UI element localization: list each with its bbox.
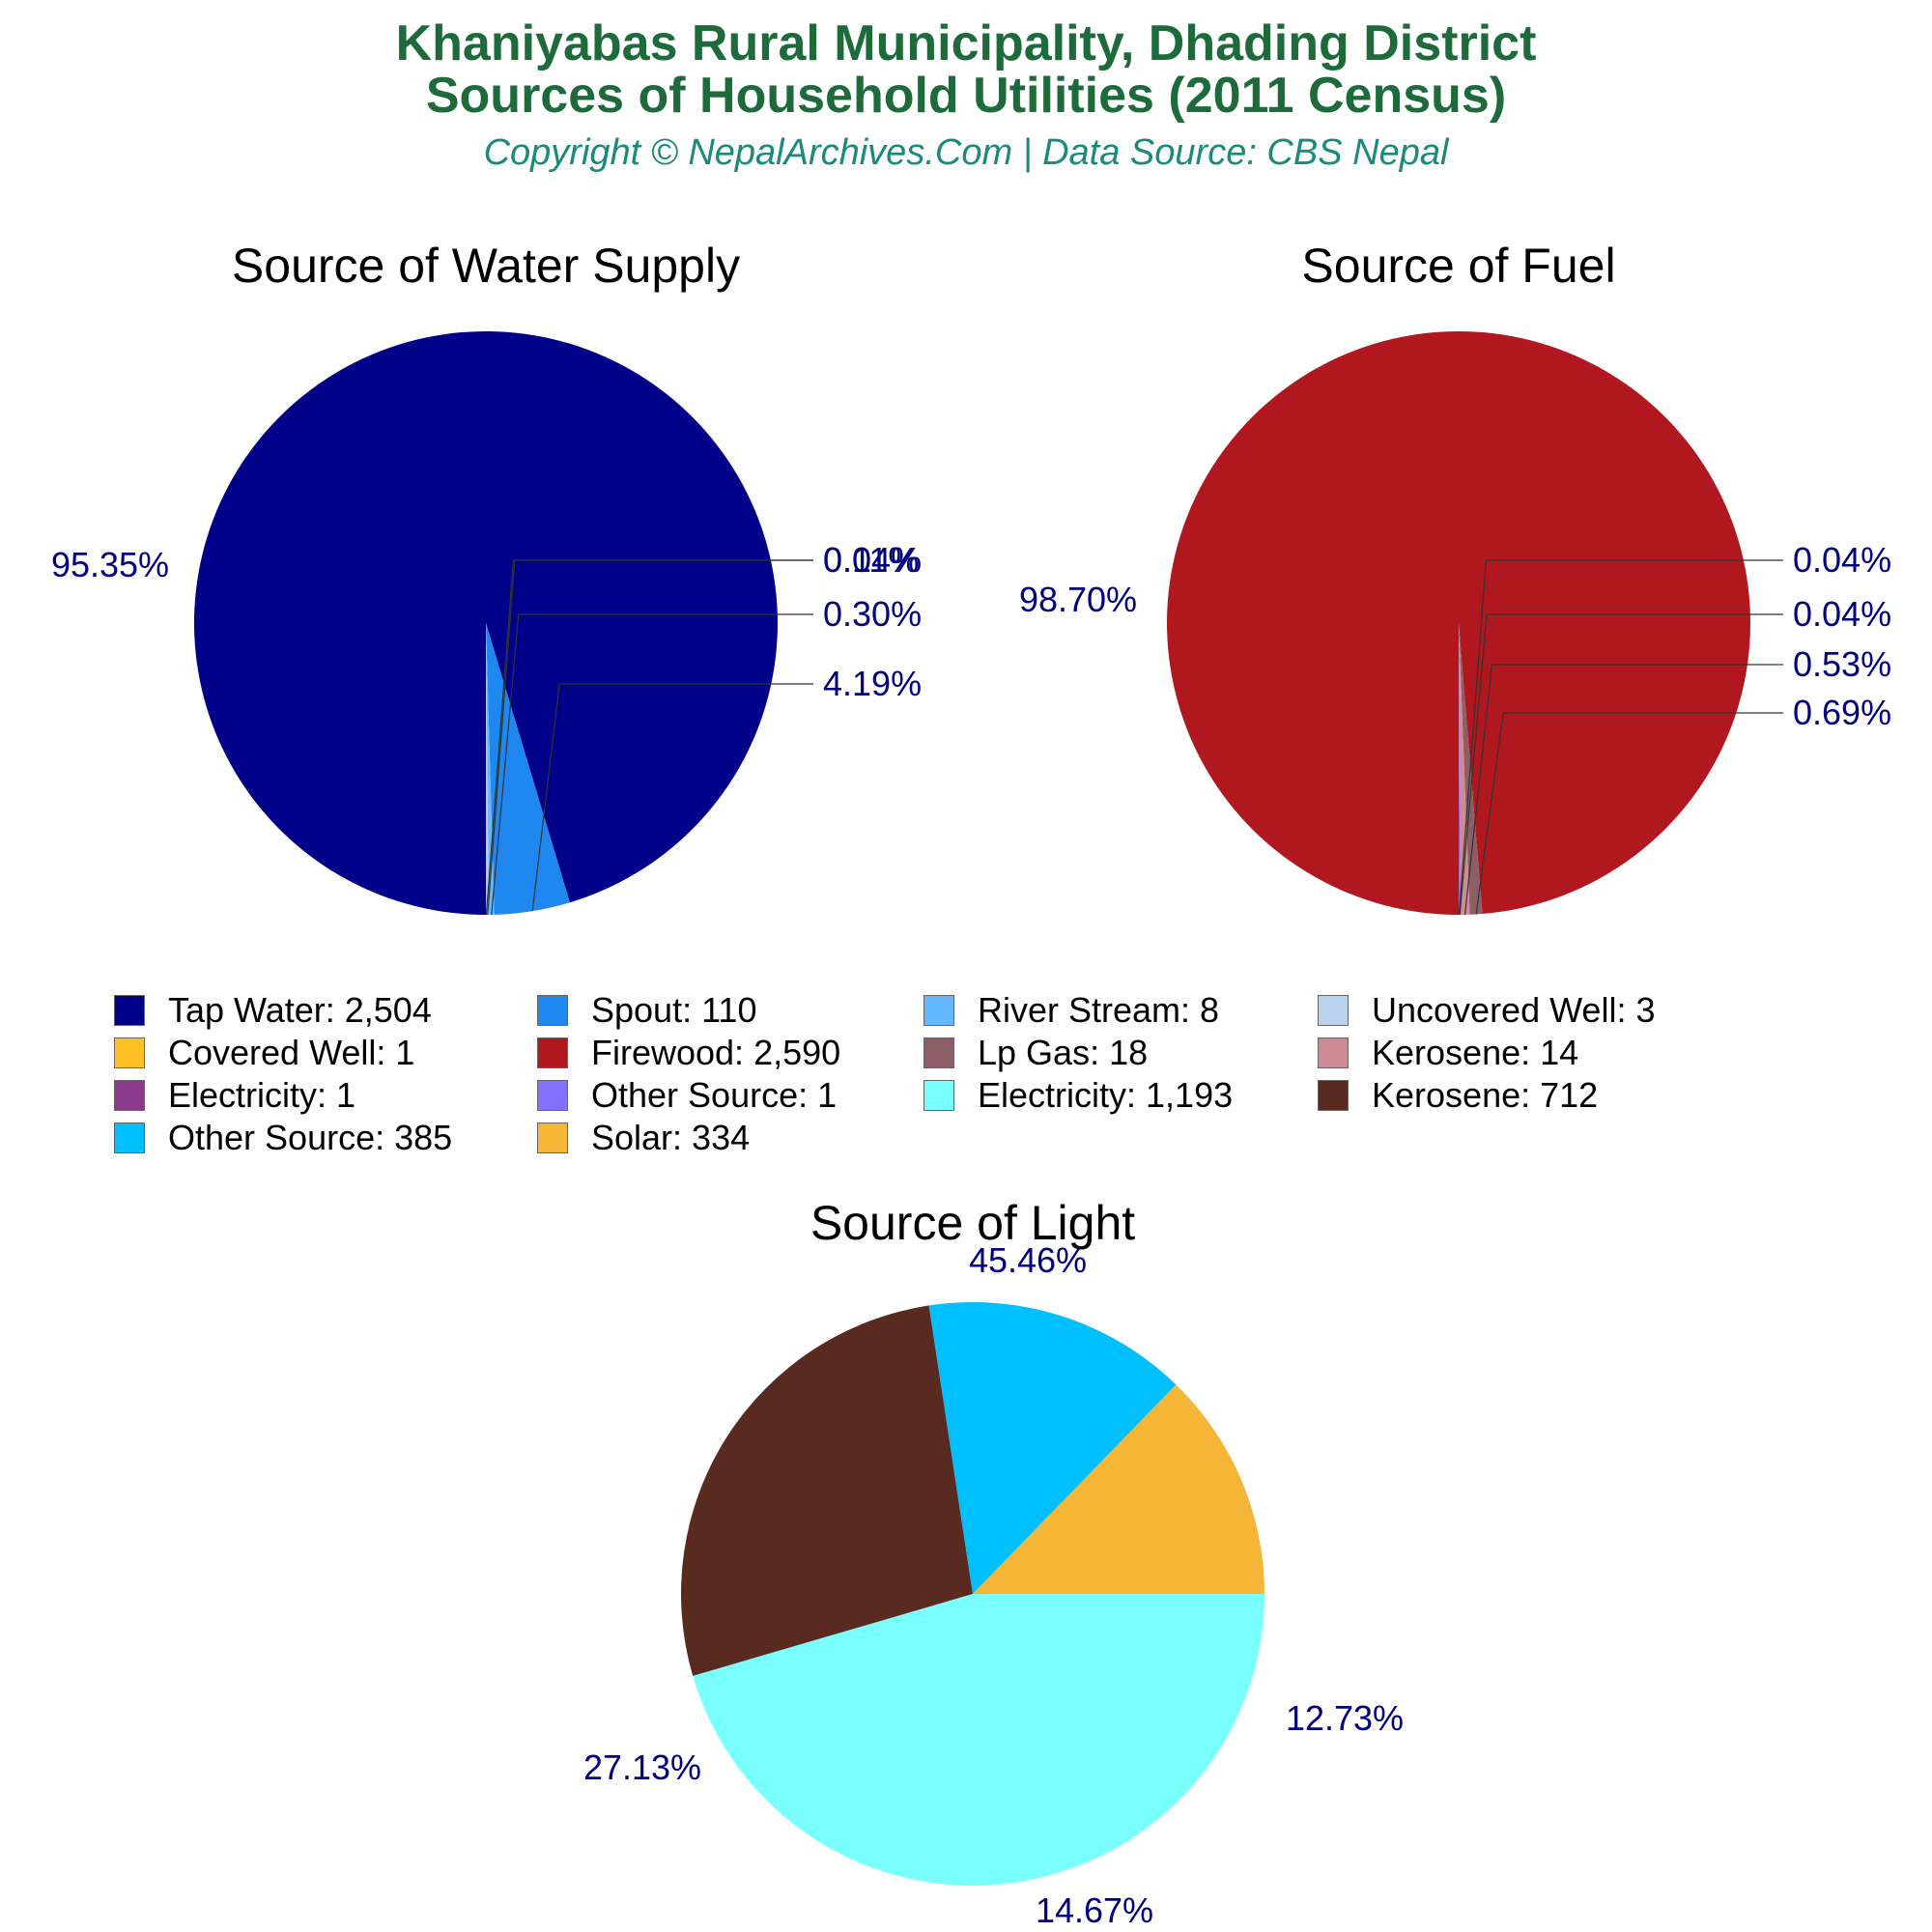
legend-swatch [923, 995, 954, 1026]
leader-line [1459, 613, 1783, 916]
data-label: 45.46% [969, 1240, 1087, 1280]
header: Khaniyabas Rural Municipality, Dhading D… [0, 0, 1932, 176]
data-label: 0.53% [1793, 644, 1891, 684]
data-label: 95.35% [51, 545, 169, 584]
legend-swatch [537, 995, 568, 1026]
pie-slice [928, 1301, 1177, 1594]
legend-swatch [114, 1037, 145, 1068]
legend-label: Solar: 334 [591, 1118, 751, 1157]
pie-slice [486, 623, 570, 915]
chart-title: Source of Light [810, 1196, 1135, 1250]
leader-line [1475, 712, 1783, 915]
pie-slice [486, 623, 489, 915]
legend-label: Lp Gas: 18 [978, 1033, 1149, 1072]
legend-item: Electricity: 1 [114, 1074, 355, 1117]
leader-line [1463, 664, 1783, 915]
leader-line [1458, 559, 1783, 916]
legend-swatch [923, 1080, 954, 1111]
legend-label: Other Source: 385 [168, 1118, 453, 1157]
legend-swatch [1318, 995, 1349, 1026]
data-label: 27.13% [583, 1747, 701, 1787]
pie-slice [486, 623, 487, 916]
legend-item: River Stream: 8 [923, 989, 1219, 1032]
legend-swatch [537, 1037, 568, 1068]
legend-swatch [537, 1080, 568, 1111]
legend-label: Spout: 110 [591, 990, 757, 1030]
main-title-line1: Khaniyabas Rural Municipality, Dhading D… [395, 15, 1537, 71]
legend-label: Firewood: 2,590 [591, 1033, 841, 1072]
legend-label: River Stream: 8 [978, 990, 1220, 1030]
legend-swatch [114, 1122, 145, 1153]
legend-label: Kerosene: 14 [1372, 1033, 1579, 1072]
legend-label: Electricity: 1,193 [978, 1075, 1234, 1115]
data-label: 12.73% [1286, 1698, 1404, 1738]
pie-chart-1: Source of Water Supply 95.35% 4.19% 0.30% 0.… [51, 239, 922, 916]
legend-item: Firewood: 2,590 [537, 1032, 840, 1074]
legend-item: Kerosene: 712 [1318, 1074, 1598, 1117]
chart-title: Source of Water Supply [232, 239, 740, 293]
legend-item: Lp Gas: 18 [923, 1032, 1148, 1074]
legend-item: Tap Water: 2,504 [114, 989, 432, 1032]
legend-swatch [114, 995, 145, 1026]
pie-slice [681, 1305, 973, 1676]
legend-swatch [1318, 1080, 1349, 1111]
legend-swatch [923, 1037, 954, 1068]
data-label: 14.67% [1036, 1890, 1153, 1930]
leader-line [531, 683, 813, 912]
data-label: 98.70% [1019, 580, 1137, 619]
pie-slice [193, 330, 778, 915]
legend-swatch [1318, 1037, 1349, 1068]
copyright-text: Copyright © NepalArchives.Com | Data Sou… [483, 132, 1449, 173]
data-label: 0.04% [823, 540, 922, 580]
legend-swatch [114, 1080, 145, 1111]
legend-swatch [537, 1122, 568, 1153]
legend-label: Kerosene: 712 [1372, 1075, 1599, 1115]
data-label: 0.04% [1793, 540, 1891, 580]
legend-item: Covered Well: 1 [114, 1032, 414, 1074]
legend-item: Other Source: 1 [537, 1074, 837, 1117]
pie-slice [973, 1384, 1264, 1594]
legend-label: Uncovered Well: 3 [1372, 990, 1656, 1030]
legend-item: Uncovered Well: 3 [1318, 989, 1655, 1032]
chart-title: Source of Fuel [1301, 239, 1615, 293]
legend-item: Electricity: 1,193 [923, 1074, 1233, 1117]
leader-line [485, 559, 813, 916]
legend-label: Other Source: 1 [591, 1075, 838, 1115]
legend-item: Solar: 334 [537, 1117, 750, 1159]
data-label: 4.19% [823, 664, 922, 703]
main-title-line2: Sources of Household Utilities (2011 Cen… [425, 68, 1507, 124]
pie-chart-2: Source of Fuel 98.70% 0.69% 0.53% 0.04% 0.04% [1019, 239, 1891, 916]
data-label: 0.30% [823, 594, 922, 634]
pie-slice [1459, 623, 1470, 915]
legend-item: Kerosene: 14 [1318, 1032, 1578, 1074]
pie-slice [1459, 623, 1460, 916]
legend-item: Other Source: 385 [114, 1117, 452, 1159]
pie-slice [693, 1594, 1264, 1886]
legend-label: Covered Well: 1 [168, 1033, 415, 1072]
legend-item: Spout: 110 [537, 989, 756, 1032]
leader-line [491, 613, 813, 915]
pie-slice [1459, 623, 1461, 916]
data-label: 0.11% [823, 540, 919, 580]
legend-label: Tap Water: 2,504 [168, 990, 432, 1030]
legend-label: Electricity: 1 [168, 1075, 356, 1115]
data-label: 0.04% [1793, 594, 1891, 634]
data-label: 0.69% [1793, 693, 1891, 732]
pie-slice [1167, 330, 1751, 915]
